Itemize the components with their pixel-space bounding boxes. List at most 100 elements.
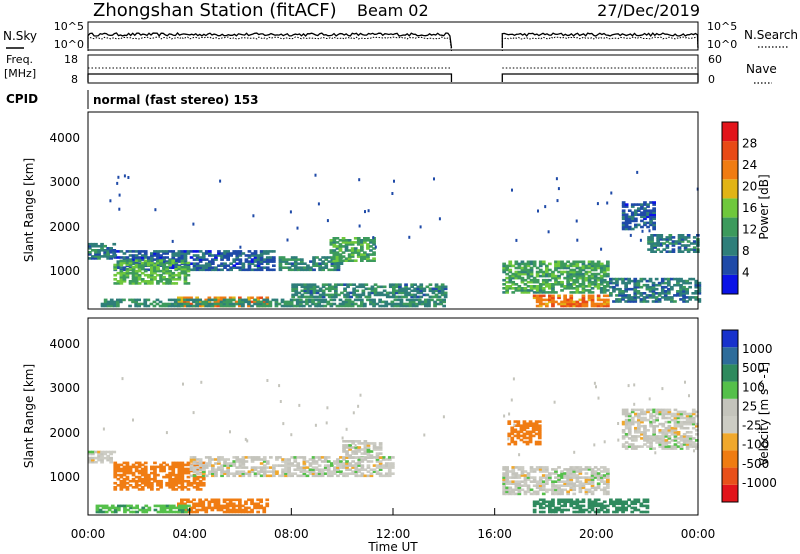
heatmap-cell: [342, 472, 346, 475]
heatmap-cell: [505, 482, 509, 485]
heatmap-cell: [256, 260, 261, 263]
heatmap-cell: [311, 458, 316, 461]
time-tick-label: 00:00: [71, 527, 106, 541]
heatmap-cell: [381, 464, 386, 467]
heatmap-cell: [235, 258, 240, 261]
heatmap-cell: [671, 236, 676, 239]
heatmap-cell: [685, 441, 690, 444]
heatmap-cell: [214, 254, 218, 257]
heatmap-cell: [210, 506, 215, 510]
heatmap-cell: [695, 424, 699, 428]
heatmap-cell: [560, 289, 564, 292]
heatmap-cell: [535, 274, 540, 278]
heatmap-cell: [375, 470, 380, 473]
heatmap-cell: [259, 252, 264, 255]
heatmap-cell: [599, 278, 604, 282]
heatmap-cell: [673, 433, 678, 436]
heatmap-cell: [174, 506, 179, 510]
heatmap-cell: [192, 300, 196, 304]
heatmap-cell: [97, 454, 101, 458]
heatmap-cell: [596, 304, 601, 308]
heatmap-cell: [654, 292, 659, 295]
heatmap-cell: [287, 262, 292, 265]
heatmap-cell: [195, 467, 200, 471]
heatmap-cell: [517, 474, 522, 477]
heatmap-cell: [220, 254, 224, 257]
heatmap-cell: [545, 468, 549, 471]
heatmap-cell: [303, 268, 307, 272]
heatmap-cell: [300, 266, 304, 269]
heatmap-cell: [643, 410, 647, 414]
heatmap-cell: [312, 295, 317, 299]
heatmap-cell: [294, 283, 299, 286]
heatmap-cell: [575, 502, 580, 506]
heatmap-cell: [116, 282, 121, 285]
heatmap-cell: [186, 481, 191, 485]
heatmap-cell: [259, 498, 263, 502]
heatmap-cell: [312, 260, 316, 263]
heatmap-cell: [238, 302, 242, 306]
heatmap-cell: [557, 486, 561, 490]
heatmap-cell: [508, 488, 513, 492]
heatmap-cell: [346, 291, 350, 295]
heatmap-cell: [201, 300, 206, 304]
heatmap-cell: [682, 437, 687, 440]
heatmap-cell: [247, 264, 252, 267]
heatmap-cell: [147, 256, 151, 259]
heatmap-cell: [581, 300, 586, 304]
heatmap-cell: [128, 465, 133, 469]
heatmap-cell: [198, 268, 203, 272]
heatmap-cell: [192, 470, 197, 473]
heatmap-cell: [303, 262, 307, 265]
heatmap-cell: [590, 502, 595, 506]
heatmap-cell: [584, 272, 589, 276]
heatmap-cell: [566, 480, 570, 483]
heatmap-cell: [566, 482, 570, 485]
heatmap-cell: [658, 431, 663, 434]
heatmap-cell: [144, 504, 149, 508]
heatmap-cell: [665, 236, 670, 239]
heatmap-cell: [541, 474, 546, 477]
heatmap-cell: [538, 283, 543, 286]
heatmap-cell: [259, 262, 264, 265]
heatmap-cell: [416, 287, 421, 291]
heatmap-cell: [645, 300, 650, 303]
heatmap-cell: [413, 293, 417, 297]
heatmap-cell: [645, 294, 650, 297]
heatmap-cell: [572, 468, 577, 471]
heatmap-cell: [535, 486, 540, 490]
heatmap-cell: [593, 278, 598, 282]
heatmap-cell: [609, 502, 613, 506]
heatmap-cell: [183, 250, 188, 253]
heatmap-cell: [637, 203, 641, 206]
heatmap-cell: [333, 466, 337, 469]
heatmap-cell: [356, 255, 361, 258]
heatmap-cell: [259, 302, 263, 306]
heatmap-cell: [238, 466, 243, 469]
heatmap-cell: [343, 295, 347, 299]
heatmap-cell: [529, 270, 534, 274]
heatmap-cell: [419, 287, 424, 291]
heatmap-cell: [606, 272, 610, 276]
heatmap-cell: [537, 442, 542, 446]
heatmap-cell: [538, 304, 543, 308]
heatmap-cell: [384, 466, 389, 469]
heatmap-cell: [627, 279, 631, 283]
heatmap-cell: [384, 458, 389, 461]
heatmap-cell: [360, 304, 364, 308]
heatmap-cell: [119, 463, 124, 467]
heatmap-cell: [150, 258, 154, 261]
heatmap-cell: [153, 461, 157, 465]
heatmap-cell: [624, 296, 628, 299]
heatmap-cell: [606, 285, 610, 288]
heatmap-cell: [300, 289, 305, 293]
heatmap-cell: [314, 302, 318, 306]
heatmap-cell: [94, 456, 98, 460]
heatmap-cell: [517, 482, 522, 485]
heatmap-cell: [324, 266, 329, 269]
heatmap-cell: [671, 242, 676, 245]
heatmap-cell: [381, 456, 386, 459]
heatmap-cell: [508, 486, 513, 490]
heatmap-cell: [312, 285, 317, 289]
heatmap-cell: [186, 302, 190, 306]
